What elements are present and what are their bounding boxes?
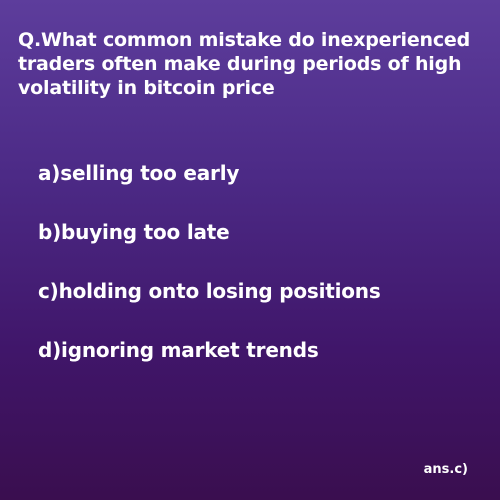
option-a: a)selling too early: [38, 161, 240, 185]
answer-text: ans.c): [423, 462, 468, 477]
option-d: d)ignoring market trends: [38, 338, 319, 362]
options-list: a)selling too early b)buying too late c)…: [38, 158, 381, 394]
question-text: Q.What common mistake do inexperienced t…: [18, 29, 471, 99]
option-c: c)holding onto losing positions: [38, 279, 381, 303]
option-b: b)buying too late: [38, 220, 230, 244]
